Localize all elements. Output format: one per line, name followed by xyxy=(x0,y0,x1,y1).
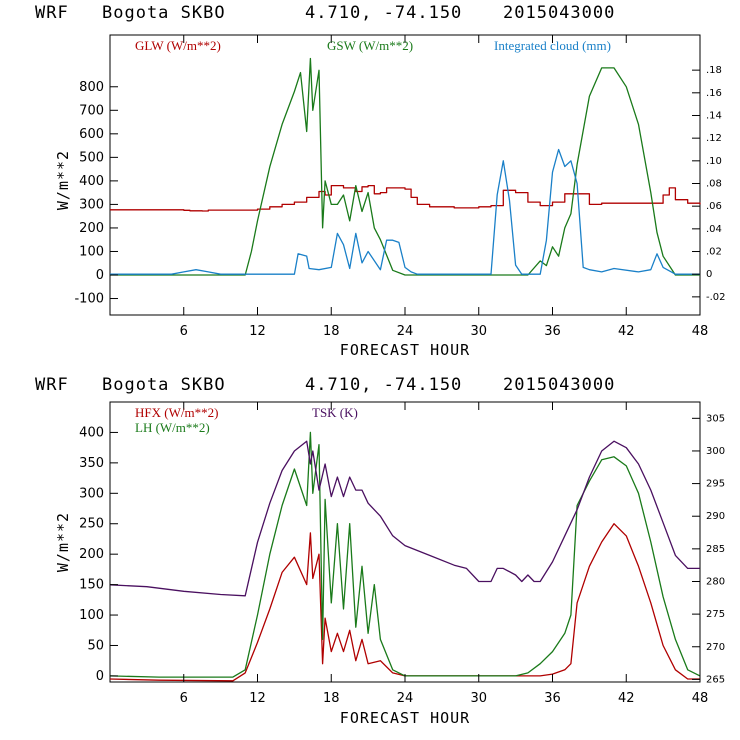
chart1-x-tick-label: 18 xyxy=(323,324,340,339)
chart1-x-axis-title: FORECAST HOUR xyxy=(340,341,470,359)
chart1-station-label: Bogota SKBO xyxy=(102,3,226,23)
chart1-legend-cloud: Integrated cloud (mm) xyxy=(494,38,611,53)
chart1-y2-tick-label: .08 xyxy=(706,179,722,190)
chart1-y-tick-label: 700 xyxy=(79,103,104,118)
chart2-y-tick-label: 200 xyxy=(79,547,104,562)
chart2-y-tick-label: 0 xyxy=(96,669,104,684)
chart2-y-tick-label: 300 xyxy=(79,486,104,501)
chart2-y2-tick-label: 265 xyxy=(706,674,725,685)
chart1-x-tick-label: 6 xyxy=(180,324,188,339)
chart1-y2-tick-label: .02 xyxy=(706,247,722,258)
chart1-y-tick-label: 400 xyxy=(79,174,104,189)
chart2-x-tick-label: 30 xyxy=(470,691,487,706)
chart2-y2-tick-label: 270 xyxy=(706,642,725,653)
chart2-y-tick-label: 400 xyxy=(79,425,104,440)
chart2-x-tick-label: 24 xyxy=(397,691,414,706)
chart1-x-tick-label: 24 xyxy=(397,324,414,339)
chart2-y2-tick-label: 295 xyxy=(706,479,725,490)
chart1-x-tick-label: 48 xyxy=(692,324,709,339)
chart2-x-tick-label: 18 xyxy=(323,691,340,706)
chart1-x-tick-label: 12 xyxy=(249,324,266,339)
chart1-x-tick-label: 42 xyxy=(618,324,635,339)
chart2-x-tick-label: 48 xyxy=(692,691,709,706)
chart1-x-tick-label: 30 xyxy=(470,324,487,339)
chart2-y2-tick-label: 280 xyxy=(706,576,725,587)
chart2-x-axis-title: FORECAST HOUR xyxy=(340,709,470,727)
chart2-series-tsk-line xyxy=(109,440,700,597)
chart1-y2-tick-label: .14 xyxy=(706,110,722,121)
chart1-y-tick-label: 200 xyxy=(79,221,104,236)
chart1-legend-glw: GLW (W/m**2) xyxy=(135,38,221,53)
chart1-y-tick-label: 100 xyxy=(79,244,104,259)
chart2-y2-tick-label: 275 xyxy=(706,609,725,620)
chart2-y2-tick-label: 300 xyxy=(706,446,725,457)
chart2-legend-hfx: HFX (W/m**2) xyxy=(135,405,218,420)
chart1-y2-tick-label: 0 xyxy=(706,269,712,280)
chart2-ticks-layer: 6 12 18 24 30 36 42 48 0 50 100 150 200 250 300 350 400 2… xyxy=(79,402,725,706)
chart1-y-tick-label: 600 xyxy=(79,127,104,142)
chart1-y-tick-label: -100 xyxy=(74,292,104,307)
chart2-coords-label: 4.710, -74.150 xyxy=(305,375,462,395)
chart1-ticks-layer: 6 12 18 24 30 36 42 48 -100 0 100 200 300 400 500 600 70… xyxy=(74,35,726,339)
chart1-y-tick-label: 0 xyxy=(96,268,104,283)
surface-flux-chart: WRF Bogota SKBO 4.710, -74.150 201504300… xyxy=(35,375,725,727)
chart2-y-axis-title: W/m**2 xyxy=(54,512,72,572)
chart1-y2-tick-label: .06 xyxy=(706,201,722,212)
chart1-legend-gsw: GSW (W/m**2) xyxy=(327,38,413,53)
chart1-series-glw-line xyxy=(110,184,701,212)
chart2-y2-tick-label: 305 xyxy=(706,413,725,424)
chart1-model-label: WRF xyxy=(35,3,69,23)
chart1-plot-frame xyxy=(109,34,701,316)
chart2-series-lh-line xyxy=(109,431,701,678)
chart1-y-tick-label: 300 xyxy=(79,197,104,212)
chart2-legend-tsk: TSK (K) xyxy=(312,405,358,420)
chart2-y2-tick-label: 285 xyxy=(706,544,725,555)
chart2-y-tick-label: 50 xyxy=(87,638,104,653)
chart1-series-gsw-line xyxy=(110,57,700,276)
chart1-y2-tick-label: .04 xyxy=(706,224,722,235)
chart1-y-axis-title: W/m**2 xyxy=(54,150,72,210)
chart2-x-tick-label: 6 xyxy=(180,691,188,706)
chart1-series-integrated-line xyxy=(110,148,700,275)
chart2-x-tick-label: 36 xyxy=(544,691,561,706)
chart2-y-tick-label: 350 xyxy=(79,456,104,471)
chart1-coords-label: 4.710, -74.150 xyxy=(305,3,462,23)
chart1-y2-tick-label: .12 xyxy=(706,133,722,144)
chart1-y-tick-label: 800 xyxy=(79,80,104,95)
chart1-init-time-label: 2015043000 xyxy=(503,3,615,23)
chart2-y2-tick-label: 290 xyxy=(706,511,725,522)
chart1-y2-tick-label: .16 xyxy=(706,88,722,99)
chart1-y2-tick-label: .18 xyxy=(706,65,722,76)
chart1-y2-tick-label: -.02 xyxy=(706,292,726,303)
chart2-y-tick-label: 150 xyxy=(79,578,104,593)
chart1-x-tick-label: 36 xyxy=(544,324,561,339)
chart2-y-tick-label: 100 xyxy=(79,608,104,623)
chart1-y-tick-label: 500 xyxy=(79,150,104,165)
chart2-station-label: Bogota SKBO xyxy=(102,375,226,395)
chart2-series-layer xyxy=(109,431,701,682)
chart2-series-hfx-line xyxy=(109,523,700,682)
chart2-y-tick-label: 250 xyxy=(79,517,104,532)
chart2-legend-lh: LH (W/m**2) xyxy=(135,420,210,435)
chart2-init-time-label: 2015043000 xyxy=(503,375,615,395)
chart2-model-label: WRF xyxy=(35,375,69,395)
chart1-series-layer xyxy=(110,57,701,276)
radiation-cloud-chart: WRF Bogota SKBO 4.710, -74.150 201504300… xyxy=(35,3,726,359)
chart2-x-tick-label: 42 xyxy=(618,691,635,706)
chart1-y2-tick-label: .10 xyxy=(706,156,722,167)
chart2-x-tick-label: 12 xyxy=(249,691,266,706)
